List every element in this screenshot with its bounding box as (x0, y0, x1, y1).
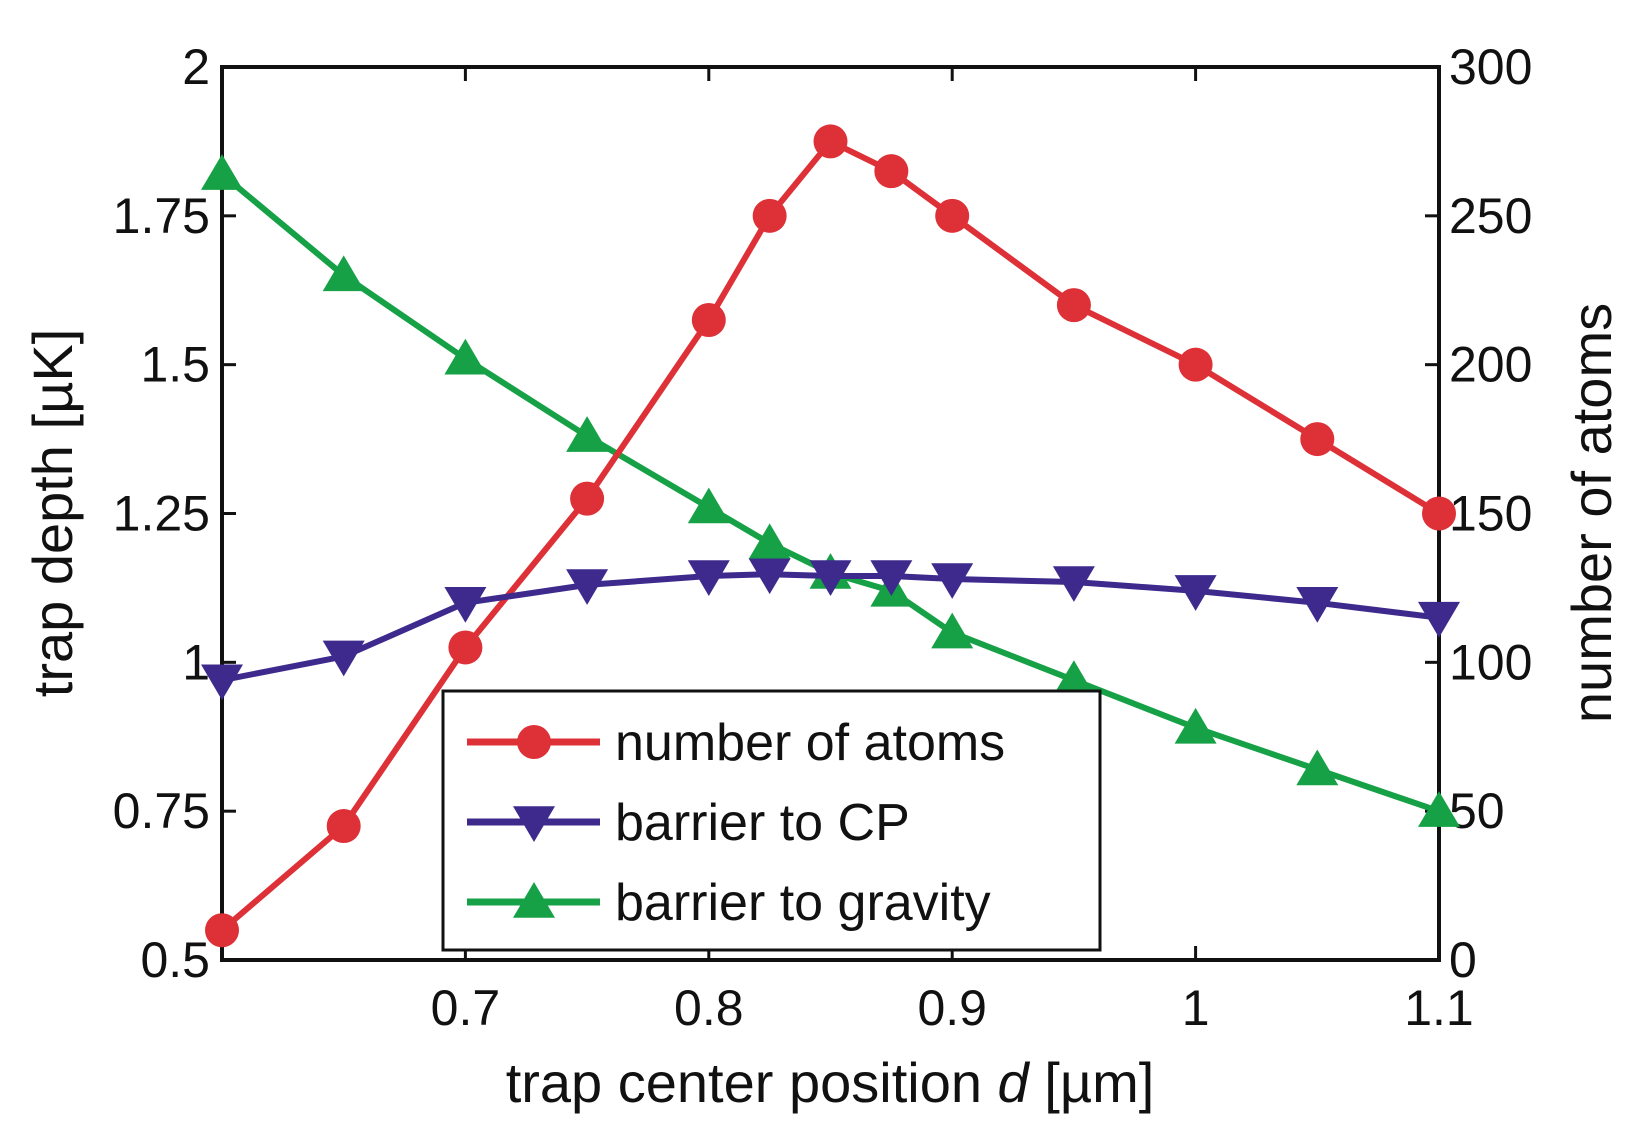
x-axis-title: trap center position d [µm] (506, 1051, 1155, 1114)
data-point-barrier-to-gravity (1296, 749, 1339, 786)
data-point-barrier-to-cp (322, 640, 365, 677)
y-axis-right-title: number of atoms (1560, 303, 1623, 723)
y-right-tick-label: 50 (1449, 783, 1505, 839)
legend-marker (513, 806, 555, 842)
data-point-barrier-to-gravity (566, 416, 609, 452)
x-tick-label: 0.9 (917, 980, 987, 1036)
x-tick-label: 1 (1182, 980, 1210, 1036)
y-left-tick-label: 1 (182, 634, 210, 690)
legend: number of atoms barrier to CP barrier to g… (441, 689, 1102, 952)
data-point-barrier-to-gravity (931, 612, 974, 649)
series-number-of-atoms (205, 124, 1456, 948)
y-left-tick-label: 0.75 (113, 783, 210, 839)
data-point-barrier-to-cp (1052, 566, 1095, 602)
data-point-number-of-atoms (448, 630, 483, 665)
data-point-barrier-to-cp (1418, 601, 1460, 638)
x-tick-label: 0.7 (431, 980, 501, 1036)
x-axis-title-suffix: [µm] (1029, 1051, 1155, 1114)
data-point-number-of-atoms (935, 198, 970, 233)
legend-marker (517, 725, 551, 759)
y-right-tick-label: 150 (1449, 486, 1532, 542)
data-point-barrier-to-cp (687, 560, 730, 596)
data-point-barrier-to-gravity (322, 255, 365, 292)
y-left-tick-label: 2 (182, 39, 210, 95)
y-left-tick-label: 1.5 (140, 337, 210, 393)
data-point-barrier-to-gravity (1052, 660, 1095, 696)
data-point-barrier-to-cp (444, 587, 487, 623)
data-point-number-of-atoms (874, 154, 909, 189)
data-point-number-of-atoms (326, 809, 361, 844)
x-tick-label: 0.8 (674, 980, 744, 1036)
x-tick-label: 1.1 (1404, 980, 1474, 1036)
x-axis: 0.7 0.8 0.9 1 1.1 (431, 67, 1474, 1036)
data-point-number-of-atoms (752, 198, 787, 233)
y-right-tick-label: 300 (1449, 39, 1532, 95)
x-axis-title-var: d (998, 1051, 1031, 1114)
y-left-tick-label: 1.25 (113, 486, 210, 542)
data-point-barrier-to-cp (931, 563, 974, 599)
legend-marker (513, 882, 555, 918)
legend-label: barrier to CP (615, 794, 910, 852)
data-point-barrier-to-gravity (1418, 791, 1460, 827)
data-point-barrier-to-gravity (1174, 707, 1217, 744)
data-point-number-of-atoms (813, 124, 848, 159)
y-right-tick-label: 0 (1449, 932, 1477, 988)
y-left-tick-label: 1.75 (113, 188, 210, 244)
y-right-tick-label: 200 (1449, 337, 1532, 393)
y-axis-right: 0 50 100 150 200 250 300 (1425, 39, 1532, 988)
data-point-number-of-atoms (570, 481, 605, 516)
data-point-barrier-to-cp (809, 560, 852, 596)
series-barrier-to-cp (201, 558, 1460, 701)
series-layer (201, 124, 1460, 948)
data-point-barrier-to-cp (748, 558, 791, 595)
data-point-number-of-atoms (1300, 422, 1335, 457)
data-point-barrier-to-gravity (444, 338, 487, 375)
y-left-tick-label: 0.5 (140, 932, 210, 988)
data-point-barrier-to-gravity (687, 487, 730, 524)
legend-label: number of atoms (615, 714, 1005, 772)
legend-label: barrier to gravity (615, 874, 991, 932)
legend-item-barrier-to-gravity: barrier to gravity (467, 874, 991, 932)
data-point-number-of-atoms (1178, 347, 1213, 382)
data-point-barrier-to-cp (1174, 575, 1217, 611)
legend-item-barrier-to-cp: barrier to CP (467, 794, 910, 852)
data-point-barrier-to-cp (566, 569, 609, 605)
x-axis-title-prefix: trap center position (506, 1051, 998, 1114)
y-axis-left: 0.5 0.75 1 1.25 1.5 1.75 2 (113, 39, 236, 988)
data-point-barrier-to-cp (201, 664, 243, 701)
data-point-number-of-atoms (691, 303, 726, 338)
data-point-barrier-to-gravity (748, 523, 791, 560)
y-right-tick-label: 100 (1449, 634, 1532, 690)
data-point-number-of-atoms (1422, 496, 1456, 531)
data-point-barrier-to-gravity (201, 154, 243, 190)
y-right-tick-label: 250 (1449, 188, 1532, 244)
data-point-number-of-atoms (1056, 288, 1091, 323)
data-point-number-of-atoms (205, 913, 239, 948)
legend-item-number-of-atoms: number of atoms (467, 714, 1005, 772)
data-point-barrier-to-cp (1296, 587, 1339, 623)
data-point-barrier-to-cp (870, 560, 913, 596)
y-axis-left-title: trap depth [µK] (21, 329, 84, 697)
